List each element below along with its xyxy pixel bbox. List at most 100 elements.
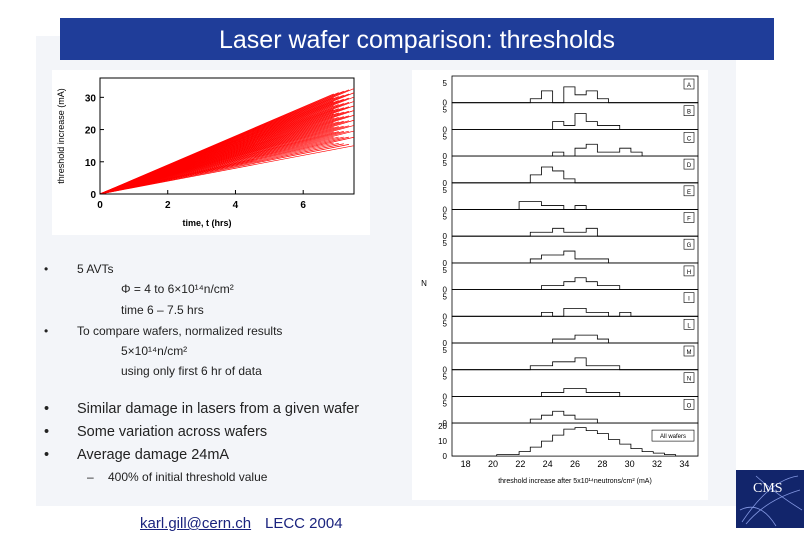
bullet-text: Average damage 24mA <box>77 447 230 463</box>
hist-y-tick-label: 0 <box>443 452 448 461</box>
hist-x-tick-label: 32 <box>652 459 662 469</box>
hist-panel-frame <box>451 262 699 290</box>
hist-x-tick-label: 30 <box>625 459 635 469</box>
hist-bar-outline <box>452 308 698 317</box>
panel-label: N <box>687 377 691 383</box>
hist-y-tick-label: 5 <box>443 266 448 275</box>
bullet-text: To compare wafers, normalized results <box>77 324 283 338</box>
panel-label: F <box>687 217 691 223</box>
bullet-text: 5 AVTs <box>77 262 114 276</box>
hist-y-tick-label: 0 <box>443 152 448 161</box>
hist-y-tick-label: 0 <box>443 286 448 295</box>
hist-y-tick-label: 5 <box>443 106 448 115</box>
hist-x-tick-label: 26 <box>570 459 580 469</box>
hist-bar-outline <box>452 166 698 184</box>
panel-label: O <box>687 403 692 409</box>
x-tick-label: 6 <box>300 200 306 211</box>
hist-y-tick-label: 0 <box>443 392 448 401</box>
panel-label: H <box>687 270 691 276</box>
hist-panel-frame <box>451 369 699 397</box>
footer-conference: LECC 2004 <box>265 515 343 532</box>
bullet-marker: • <box>44 401 50 417</box>
bullet-text: Some variation across wafers <box>77 424 268 440</box>
hist-y-tick-label: 0 <box>443 232 448 241</box>
bullet-subtext: Φ = 4 to 6×10¹⁴n/cm² <box>121 282 234 296</box>
hist-panel-frame <box>451 289 699 317</box>
footer-email-link[interactable]: karl.gill@cern.ch <box>140 515 252 532</box>
plot-frame <box>99 77 355 195</box>
bottom-band <box>0 506 810 540</box>
y-axis-label: threshold increase (mA) <box>56 88 66 184</box>
hist-y-tick-label: 0 <box>443 366 448 375</box>
panel-label: D <box>687 163 692 169</box>
hist-y-tick-label: 5 <box>443 293 448 302</box>
hist-x-tick-label: 20 <box>488 459 498 469</box>
panel-label-box <box>683 132 695 143</box>
panel-label: G <box>687 243 692 249</box>
panel-label-box <box>683 212 695 223</box>
panel-label-box <box>683 345 695 357</box>
hist-y-tick-label: 0 <box>443 179 448 188</box>
slide-title: Laser wafer comparison: thresholds <box>60 18 774 60</box>
hist-bar-outline <box>452 388 698 397</box>
panel-label: L <box>687 323 691 329</box>
panel-label-box <box>683 265 695 277</box>
hist-y-tick-label: 0 <box>443 339 448 348</box>
hist-y-tick-label: 5 <box>443 186 448 195</box>
hist-x-axis-label: threshold increase after 5x10¹⁴neutrons/… <box>498 478 652 485</box>
hist-x-tick-label: 34 <box>679 459 689 469</box>
hist-panel-frame <box>451 422 699 457</box>
panel-label-box <box>683 105 695 117</box>
histogram-svg: 50A50B50C50D50E50F50G50H50I50L50M50N50O2… <box>421 75 699 485</box>
panel-label-box <box>683 238 695 250</box>
y-tick-label: 10 <box>85 158 97 169</box>
hist-y-axis-label: N <box>421 279 427 288</box>
hist-y-tick-label: 5 <box>443 132 448 141</box>
panel-label: A <box>687 83 691 89</box>
hist-x-tick-label: 22 <box>515 459 525 469</box>
bullet-marker: • <box>44 447 50 463</box>
y-tick-label: 30 <box>85 93 97 104</box>
panel-label-box <box>683 78 695 90</box>
curve-line <box>99 145 355 195</box>
hist-y-tick-label: 0 <box>443 99 448 108</box>
panel-label: M <box>687 350 692 356</box>
hist-bar-outline <box>452 201 698 210</box>
panel-label: E <box>687 190 691 196</box>
panel-label-box <box>683 372 695 384</box>
y-tick-label: 20 <box>85 126 97 137</box>
hist-y-tick-label: 0 <box>443 206 448 215</box>
x-tick-label: 0 <box>97 200 103 211</box>
x-tick-label: 2 <box>165 200 171 211</box>
bullet-marker: • <box>44 324 49 338</box>
panel-label-box <box>683 292 695 303</box>
hist-y-tick-label: 20 <box>438 422 447 431</box>
panel-label-box <box>683 399 695 410</box>
hist-y-tick-label: 10 <box>438 437 447 446</box>
bullet-text: Similar damage in lasers from a given wa… <box>77 401 360 417</box>
cms-logo: CMS <box>736 470 804 528</box>
hist-y-tick-label: 0 <box>443 125 448 134</box>
hist-y-tick-label: 5 <box>443 212 448 221</box>
hist-bar-outline <box>452 277 698 290</box>
line-chart-svg: 0 2 4 6 0 10 20 30 time, t (hrs) threshold increa… <box>56 77 355 228</box>
hist-bar-outline <box>452 86 698 104</box>
x-tick-label: 4 <box>233 200 239 211</box>
hist-y-tick-label: 5 <box>443 399 448 408</box>
panel-label: C <box>687 136 692 142</box>
panel-label-box <box>683 158 695 170</box>
y-tick-label: 0 <box>90 190 96 201</box>
hist-y-tick-label: 5 <box>443 159 448 168</box>
bullet-dash: – <box>87 470 94 484</box>
hist-bar-outline <box>452 227 698 237</box>
panel-label: B <box>687 110 691 116</box>
bullet-subtext: 400% of initial threshold value <box>108 470 268 484</box>
panel-label-box <box>683 185 695 197</box>
hist-bar-outline <box>452 143 698 157</box>
curve-line <box>99 93 334 195</box>
hist-bar-outline <box>452 334 698 344</box>
hist-panel-frame <box>451 342 699 371</box>
hist-x-tick-label: 28 <box>597 459 607 469</box>
bullet-subtext: using only first 6 hr of data <box>121 364 262 378</box>
